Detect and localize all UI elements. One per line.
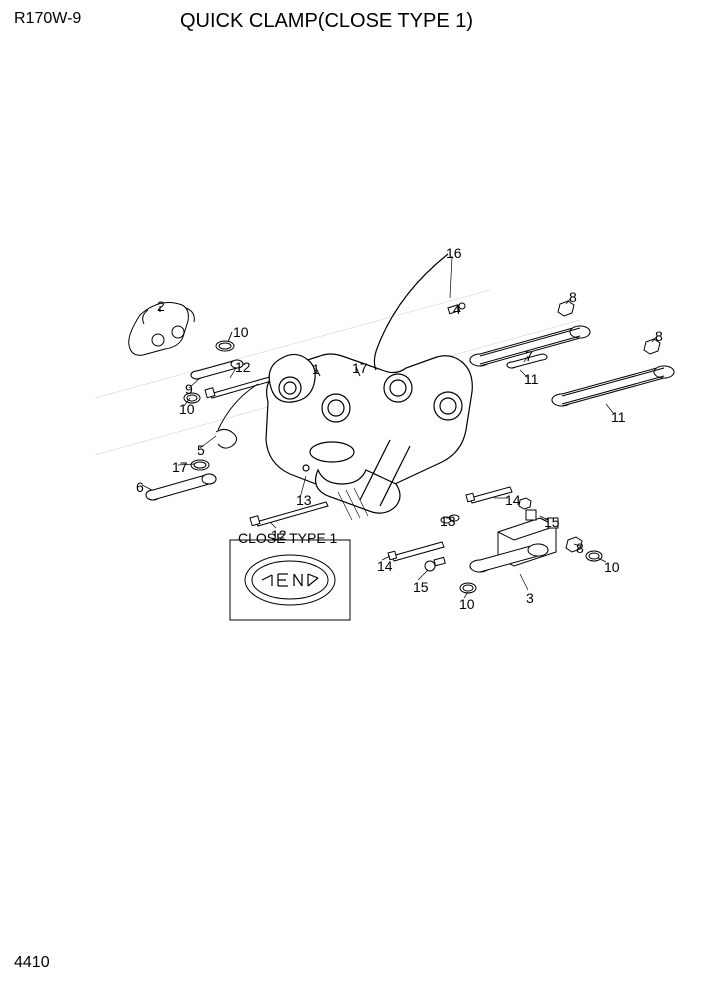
- callout-2: 2: [157, 299, 165, 313]
- callout-10: 10: [233, 325, 249, 339]
- callout-3: 3: [526, 591, 534, 605]
- callout-15: 15: [413, 580, 429, 594]
- callout-10: 10: [604, 560, 620, 574]
- exploded-diagram: [0, 0, 702, 992]
- callout-11: 11: [611, 410, 626, 424]
- callout-13: 13: [440, 514, 456, 528]
- callout-14: 14: [505, 493, 521, 507]
- callout-8: 8: [655, 329, 663, 343]
- callout-10: 10: [179, 402, 195, 416]
- callout-6: 6: [136, 480, 144, 494]
- callout-1: 1: [312, 362, 320, 376]
- callout-9: 9: [185, 382, 193, 396]
- callout-17: 17: [172, 460, 188, 474]
- callout-4: 4: [453, 302, 461, 316]
- callout-11: 11: [524, 372, 539, 386]
- page: R170W-9 QUICK CLAMP(CLOSE TYPE 1) 4410: [0, 0, 702, 992]
- callout-8: 8: [576, 541, 584, 555]
- callout-10: 10: [459, 597, 475, 611]
- callout-14: 14: [377, 559, 393, 573]
- callout-13: 13: [296, 493, 312, 507]
- callout-15: 15: [544, 515, 560, 529]
- callout-8: 8: [569, 290, 577, 304]
- callout-5: 5: [197, 443, 205, 457]
- inset-label: CLOSE TYPE 1: [238, 530, 337, 546]
- callout-17: 17: [352, 361, 368, 375]
- callout-12: 12: [235, 360, 251, 374]
- callout-7: 7: [525, 349, 533, 363]
- callout-16: 16: [446, 246, 462, 260]
